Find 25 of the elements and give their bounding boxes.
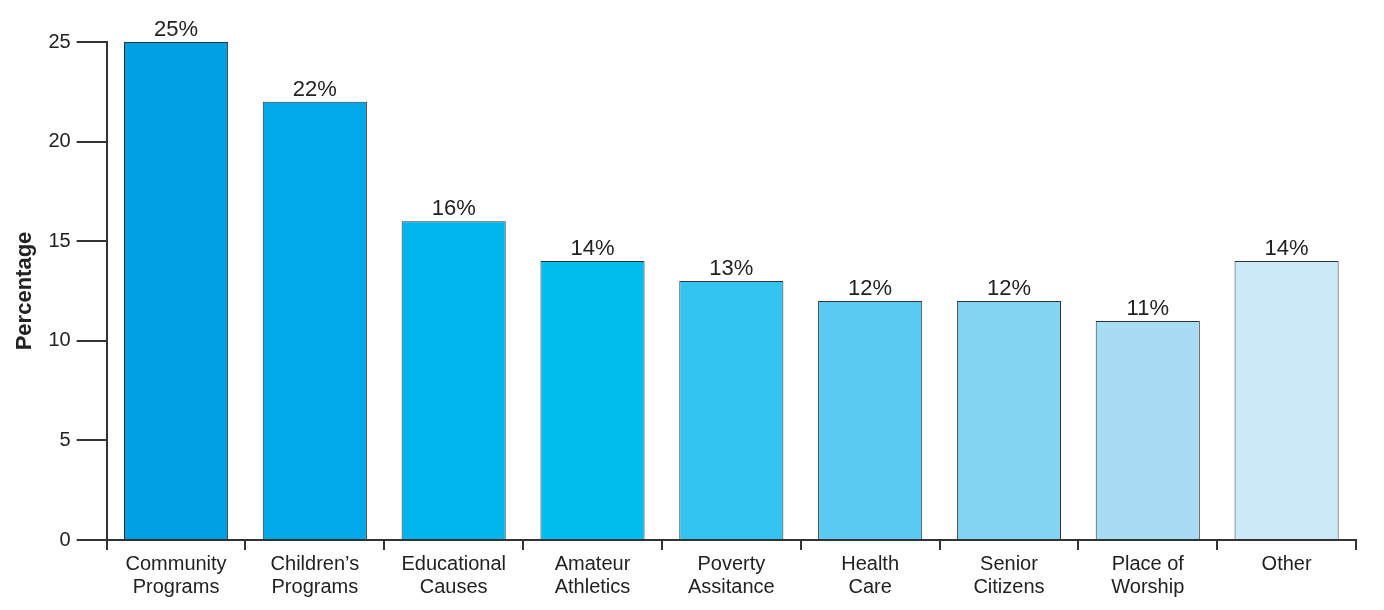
data-label: 12% [986, 275, 1031, 301]
x-tick-label: Other [1261, 552, 1312, 575]
x-tick-label: Educational Causes [401, 552, 506, 598]
x-tick-label: Senior Citizens [973, 552, 1045, 598]
x-tick-label: Amateur Athletics [554, 552, 631, 598]
y-tick-label: 25 [48, 29, 71, 52]
y-axis-title: Percentage [11, 231, 37, 351]
y-tick-label: 20 [48, 129, 71, 152]
y-tick-label: 15 [48, 228, 71, 251]
x-tick-label: Poverty Assitance [687, 552, 775, 598]
y-tick-label: 0 [59, 527, 71, 550]
data-label: 14% [1264, 235, 1309, 261]
data-label: 14% [570, 235, 615, 261]
data-label: 25% [154, 16, 199, 42]
y-tick-label: 5 [59, 427, 71, 450]
data-label: 22% [292, 75, 337, 101]
x-tick-label: Community Programs [125, 552, 227, 598]
data-label: 12% [848, 275, 893, 301]
y-tick-label: 10 [48, 328, 71, 351]
data-label: 16% [431, 195, 476, 221]
data-label: 13% [709, 255, 754, 281]
x-tick-label: Health Care [841, 552, 900, 598]
data-label: 11% [1126, 294, 1169, 320]
x-tick-label: Children’s Programs [270, 552, 360, 598]
x-tick-label: Place of Worship [1111, 552, 1185, 598]
